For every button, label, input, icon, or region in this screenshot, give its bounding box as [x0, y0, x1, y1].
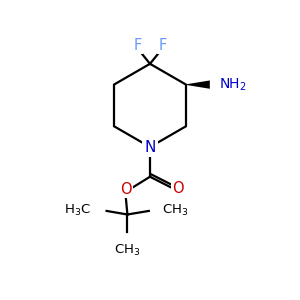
Text: CH$_3$: CH$_3$	[114, 243, 141, 258]
Text: F: F	[134, 38, 142, 53]
Text: H$_3$C: H$_3$C	[64, 203, 91, 218]
Text: NH$_2$: NH$_2$	[219, 76, 246, 93]
Polygon shape	[186, 80, 210, 89]
Text: O: O	[172, 181, 184, 196]
Text: O: O	[120, 182, 132, 197]
Text: N: N	[144, 140, 156, 154]
Text: F: F	[158, 38, 166, 53]
Text: CH$_3$: CH$_3$	[163, 203, 189, 218]
